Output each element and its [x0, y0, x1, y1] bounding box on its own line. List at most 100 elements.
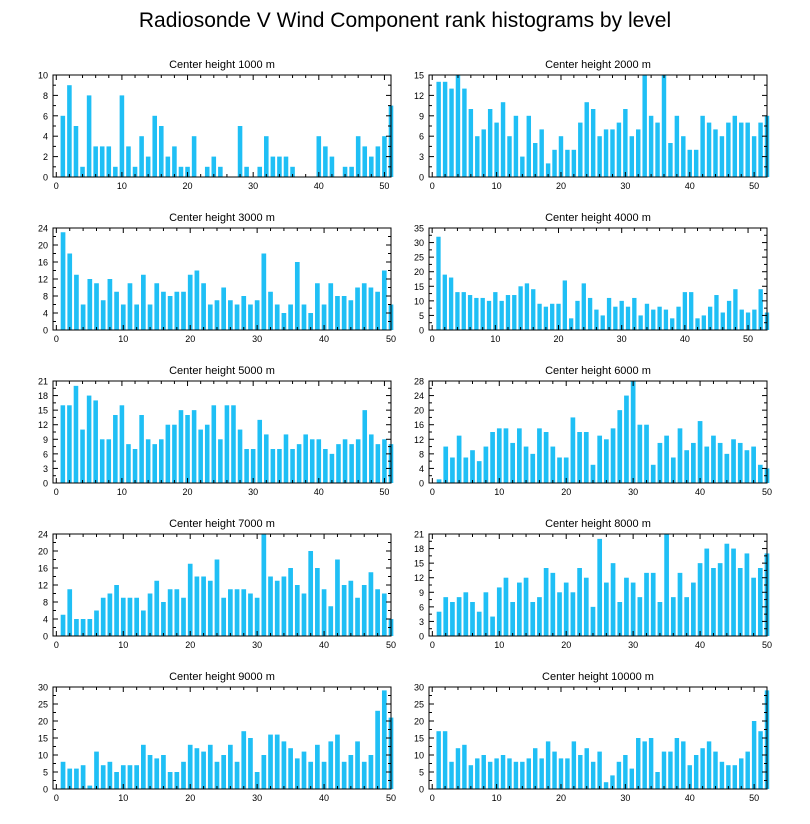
x-tick-label: 30 — [248, 181, 258, 191]
histogram-bar — [308, 313, 314, 330]
chart-main-title: Radiosonde V Wind Component rank histogr… — [138, 9, 672, 32]
histogram-bar — [650, 572, 656, 636]
histogram-bar — [517, 428, 522, 483]
histogram-bar — [455, 292, 460, 330]
histogram-bar — [381, 270, 387, 330]
histogram-panel: Center height 4000 m 0 5 10 15 20 25 30 35 0 10 20 3… — [414, 212, 770, 344]
y-tick-label: 25 — [414, 253, 424, 263]
histogram-panel: Center height 2000 m 0 3 6 9 12 15 0 10 20 30 40 50 — [414, 59, 770, 191]
histogram-bar — [141, 610, 146, 636]
y-tick-label: 3 — [419, 152, 424, 162]
x-tick-label: 30 — [252, 334, 262, 344]
histogram-bar — [632, 297, 637, 330]
histogram-bar — [695, 318, 700, 330]
y-tick-label: 20 — [414, 267, 424, 277]
histogram-bar — [706, 122, 712, 177]
panel-title: Center height 10000 m — [542, 671, 654, 683]
histogram-bar — [165, 156, 171, 177]
histogram-bar — [456, 597, 462, 636]
histogram-bar — [490, 432, 495, 483]
histogram-bar — [244, 166, 249, 177]
x-tick-label: 10 — [492, 181, 502, 191]
histogram-bar — [510, 442, 516, 483]
histogram-bar — [571, 149, 577, 177]
x-tick-label: 40 — [685, 181, 695, 191]
x-tick-label: 0 — [430, 334, 435, 344]
x-tick-label: 40 — [695, 640, 705, 650]
y-tick-label: 30 — [38, 683, 48, 693]
histogram-bar — [697, 421, 703, 483]
y-tick-label: 12 — [414, 573, 424, 583]
histogram-bar — [204, 424, 210, 483]
histogram-bar — [241, 589, 247, 636]
histogram-bar — [623, 755, 628, 789]
x-tick-label: 10 — [117, 487, 127, 497]
y-tick-label: 10 — [38, 751, 48, 761]
histogram-bar — [637, 597, 643, 636]
y-tick-label: 4 — [43, 309, 48, 319]
histogram-bar — [321, 589, 327, 636]
y-tick-label: 4 — [43, 615, 48, 625]
histogram-bar — [570, 592, 576, 636]
histogram-bar — [99, 439, 105, 483]
histogram-bar — [100, 765, 106, 789]
histogram-bar — [154, 283, 160, 330]
x-tick-label: 30 — [252, 793, 262, 803]
histogram-bar — [67, 405, 72, 483]
histogram-bar — [382, 136, 387, 177]
histogram-bar — [545, 741, 551, 789]
x-tick-label: 40 — [685, 793, 695, 803]
histogram-bar — [60, 115, 66, 177]
histogram-bar — [670, 597, 676, 636]
histogram-bar — [120, 765, 126, 789]
y-tick-label: 12 — [38, 420, 48, 430]
y-tick-label: 12 — [38, 275, 48, 285]
x-tick-label: 20 — [556, 793, 566, 803]
panel-title: Center height 7000 m — [169, 518, 275, 530]
histogram-bar — [234, 761, 240, 789]
histogram-bar — [745, 751, 750, 789]
histogram-bar — [207, 304, 213, 330]
x-tick-label: 10 — [118, 334, 128, 344]
x-tick-label: 20 — [183, 487, 193, 497]
x-tick-label: 30 — [620, 181, 630, 191]
histogram-bar — [234, 589, 240, 636]
histogram-bar — [288, 748, 293, 789]
y-tick-label: 30 — [414, 683, 424, 693]
y-tick-label: 5 — [419, 311, 424, 321]
histogram-bar — [757, 464, 763, 483]
x-tick-label: 40 — [319, 793, 329, 803]
histogram-bar — [610, 775, 615, 789]
histogram-bar — [500, 755, 506, 789]
histogram-bar — [375, 589, 380, 636]
histogram-bar — [565, 758, 570, 789]
histogram-bar — [323, 449, 328, 483]
histogram-bar — [443, 597, 449, 636]
panel-title: Center height 3000 m — [169, 212, 275, 224]
histogram-bar — [550, 446, 556, 483]
histogram-bar — [577, 568, 582, 636]
histogram-bar — [681, 136, 686, 177]
histogram-bar — [187, 744, 193, 789]
y-tick-label: 16 — [414, 420, 424, 430]
histogram-bar — [281, 313, 287, 330]
y-tick-label: 0 — [43, 479, 48, 489]
histogram-bar — [562, 280, 567, 330]
histogram-panel: Center height 8000 m 0 3 6 9 12 15 18 21 0 10 20 30 4… — [414, 518, 772, 650]
histogram-bar — [94, 283, 99, 330]
histogram-bar — [211, 405, 217, 483]
histogram-bar — [657, 442, 663, 483]
histogram-bar — [288, 568, 293, 636]
histogram-bar — [663, 309, 669, 330]
histogram-panel: Center height 7000 m 0 4 8 12 16 20 24 0 10 20 30 40… — [38, 518, 396, 650]
histogram-bar — [342, 439, 348, 483]
histogram-bar — [745, 312, 751, 330]
histogram-bar — [449, 761, 454, 789]
histogram-bar — [107, 279, 113, 330]
x-tick-label: 50 — [743, 334, 753, 344]
x-tick-label: 0 — [54, 181, 59, 191]
y-tick-label: 21 — [414, 530, 424, 540]
histogram-bar — [597, 435, 603, 483]
y-tick-label: 3 — [43, 464, 48, 474]
histogram-bar — [342, 166, 348, 177]
